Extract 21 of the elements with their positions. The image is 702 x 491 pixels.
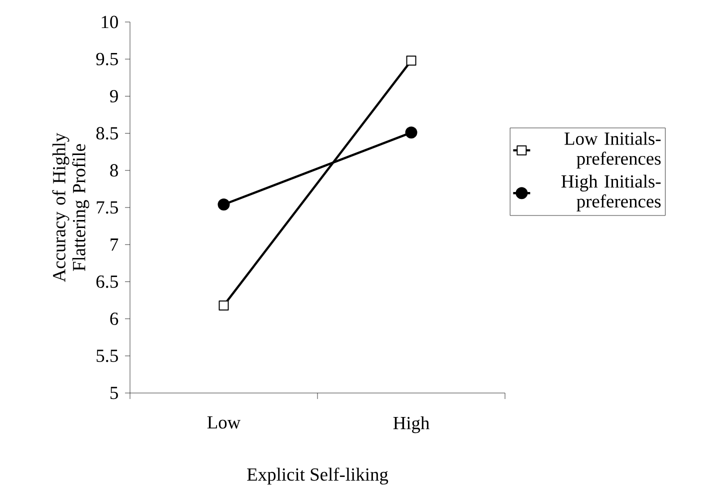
x-tick-label: High [393, 416, 430, 434]
y-tick-label: 8 [110, 164, 118, 177]
y-tick-label: 5 [110, 386, 118, 400]
legend-label: Low Initials-preferences [564, 132, 661, 169]
y-tick-label: 7 [110, 238, 118, 251]
point [406, 56, 416, 66]
point [405, 126, 418, 139]
legend-label: High Initials-preferences [561, 174, 661, 212]
y-tick-label: 8.5 [96, 127, 118, 140]
y-tick-label: 7.5 [96, 201, 118, 214]
y-tick-label: 6 [110, 312, 118, 325]
point [218, 300, 229, 310]
x-tick-label: Low [207, 416, 241, 429]
y-tick-label: 9 [110, 90, 118, 102]
y-tick-label: 9.5 [96, 52, 118, 66]
y-axis-title: Accuracy of Highly Flattering Profile [52, 132, 90, 282]
y-tick-label: 5.5 [96, 350, 118, 362]
point [218, 198, 230, 211]
x-axis-title: Explicit Self-liking [247, 468, 388, 485]
y-tick-label: 6.5 [96, 275, 118, 288]
y-tick-label: 10 [102, 16, 118, 28]
